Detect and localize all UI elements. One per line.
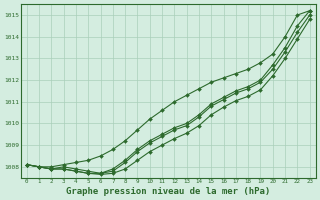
- X-axis label: Graphe pression niveau de la mer (hPa): Graphe pression niveau de la mer (hPa): [66, 187, 270, 196]
